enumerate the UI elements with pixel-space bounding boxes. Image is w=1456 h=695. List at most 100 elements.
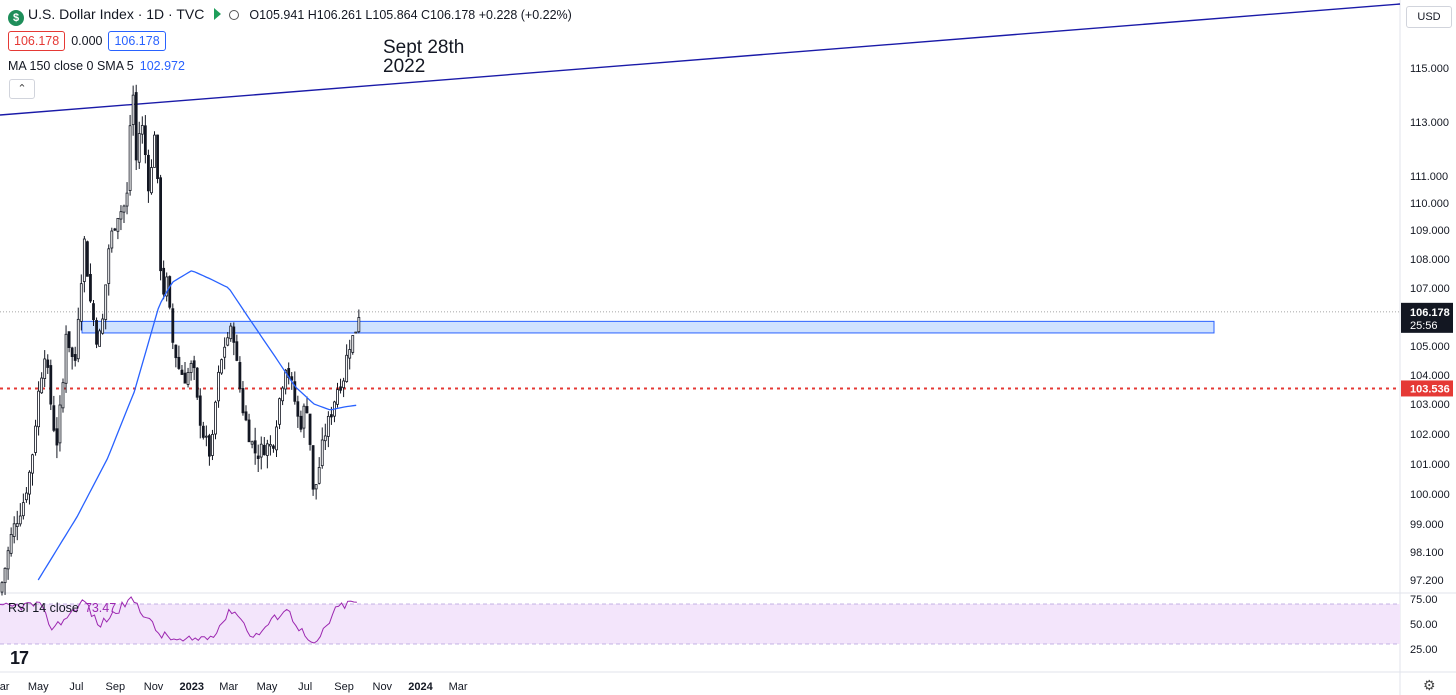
candle: [40, 372, 44, 394]
candle: [299, 410, 303, 433]
candle: [122, 204, 126, 224]
candle: [217, 365, 220, 408]
candle-body: [95, 320, 98, 345]
candle-body: [49, 365, 53, 405]
candle: [265, 439, 269, 469]
candle: [275, 420, 278, 458]
bid-price-button[interactable]: 106.178: [8, 31, 66, 51]
candle-body: [128, 125, 132, 191]
candle-body: [207, 435, 211, 457]
symbol-legend[interactable]: $ U.S. Dollar Index · 1D · TVC O105.941 H1…: [8, 6, 572, 26]
price-tick-label: 110.000: [1410, 198, 1449, 210]
currency-button[interactable]: USD: [1406, 6, 1452, 28]
candle-body: [265, 443, 269, 456]
candle-body: [296, 401, 300, 417]
rsi-legend[interactable]: RSI 14 close 73.47: [8, 601, 116, 615]
collapse-legend-button[interactable]: ⌃: [9, 79, 35, 99]
candle: [55, 417, 59, 459]
candle-body: [55, 428, 59, 446]
candle-body: [79, 283, 83, 322]
candle-body: [357, 317, 361, 333]
candle-body: [156, 134, 159, 179]
annotation-line-1: Sept 28th: [383, 37, 465, 58]
candle: [15, 510, 19, 541]
rsi-tick-label: 25.00: [1410, 644, 1438, 656]
settings-gear-icon[interactable]: ⚙: [1423, 677, 1436, 693]
candle-body: [299, 415, 303, 430]
time-tick-label: Sep: [334, 681, 354, 693]
candle-body: [198, 395, 202, 426]
candle-body: [24, 492, 28, 501]
candle: [244, 405, 248, 422]
ma-legend[interactable]: MA 150 close 0 SMA 5 102.972: [8, 59, 185, 73]
tradingview-logo[interactable]: 17: [10, 648, 29, 668]
candle-body: [107, 248, 111, 284]
candle-body: [165, 276, 169, 297]
candle: [43, 350, 47, 388]
candle-body: [150, 167, 153, 194]
candle: [278, 397, 281, 430]
candle-body: [268, 444, 272, 447]
candle-body: [122, 205, 126, 213]
candle-body: [211, 433, 214, 456]
candle: [82, 236, 86, 293]
rsi-tick-label: 50.00: [1410, 619, 1438, 631]
candle: [49, 359, 53, 411]
countdown-label: 25:56: [1410, 320, 1438, 332]
market-open-icon: [214, 8, 222, 20]
candle-body: [229, 325, 233, 340]
rsi-layer: [0, 596, 1400, 645]
candle: [0, 581, 4, 596]
candle-body: [89, 274, 92, 302]
candle-body: [153, 134, 156, 168]
candle: [268, 435, 272, 456]
candle: [293, 371, 297, 405]
candle-body: [345, 354, 349, 382]
time-tick-label: 2023: [180, 681, 204, 693]
time-tick-label: Mar: [449, 681, 468, 693]
annotation-text[interactable]: Sept 28th 2022: [383, 38, 503, 76]
eye-icon[interactable]: [229, 10, 240, 20]
rsi-band: [0, 604, 1400, 644]
candle-body: [214, 401, 217, 435]
support-price-label: 103.536: [1410, 383, 1450, 395]
candle-body: [137, 133, 141, 163]
candle: [153, 131, 156, 168]
rsi-line: [0, 596, 357, 644]
candle-body: [281, 387, 285, 402]
candle: [70, 346, 74, 370]
ask-price-button[interactable]: 106.178: [108, 31, 166, 51]
candle-body: [192, 360, 196, 369]
candle-body: [31, 454, 34, 474]
last-price-badge: [1401, 302, 1453, 333]
candle: [113, 227, 117, 232]
candle-body: [272, 445, 275, 449]
price-tick-label: 98.100: [1410, 547, 1444, 559]
price-tick-label: 102.000: [1410, 429, 1450, 441]
symbol-title[interactable]: U.S. Dollar Index · 1D · TVC: [28, 6, 205, 22]
candle: [342, 377, 346, 398]
candle-body: [15, 523, 19, 528]
candle-body: [146, 154, 150, 192]
candle-body: [171, 308, 175, 343]
candle: [256, 444, 260, 472]
candle: [21, 493, 25, 520]
candle: [34, 419, 37, 456]
candle: [125, 182, 129, 215]
candle: [162, 260, 166, 300]
axis-layer: 115.000 113.000 111.000 110.000 109.000 108.0…: [0, 63, 1453, 693]
candle: [272, 444, 275, 453]
candle-body: [70, 347, 74, 357]
price-tick-label: 104.000: [1410, 370, 1450, 382]
rsi-legend-label: RSI 14 close: [8, 601, 79, 615]
candle: [345, 344, 349, 383]
candle-body: [82, 238, 86, 282]
candle-body: [58, 404, 62, 444]
candle-body: [180, 369, 184, 375]
candle: [9, 527, 13, 557]
time-tick-label: Mar: [219, 681, 238, 693]
candle: [143, 115, 147, 164]
annotation-line-2: 2022: [383, 56, 426, 77]
